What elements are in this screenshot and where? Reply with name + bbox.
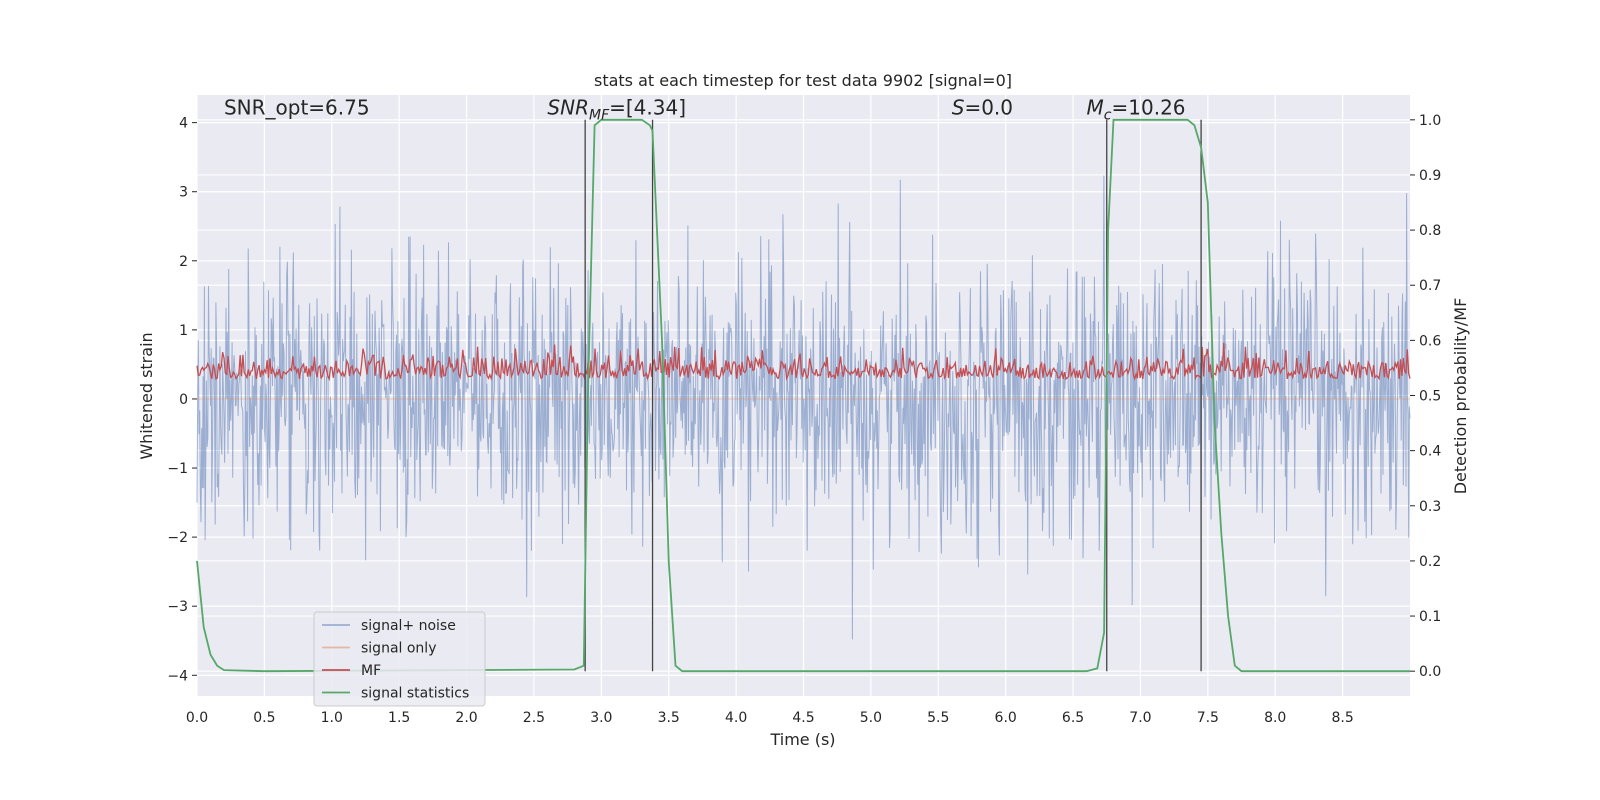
y-tick-label-left: −3 xyxy=(167,599,188,615)
annotation-main: S xyxy=(952,95,965,119)
annotation-text: SNR_opt=6.75 xyxy=(224,95,370,119)
annotation-text: SNRMF=[4.34] xyxy=(547,95,686,123)
legend-label: signal only xyxy=(361,641,436,657)
x-tick-label: 4.5 xyxy=(792,710,814,726)
y-tick-label-left: 1 xyxy=(179,323,188,339)
y-tick-label-right: 0.5 xyxy=(1419,389,1441,405)
x-tick-label: 3.0 xyxy=(590,710,612,726)
annotation-rest: =[4.34] xyxy=(609,95,686,119)
y-tick-label-right: 0.2 xyxy=(1419,554,1441,570)
y-tick-label-right: 1.0 xyxy=(1419,113,1441,129)
y-tick-label-right: 0.1 xyxy=(1419,609,1441,625)
x-tick-label: 3.5 xyxy=(658,710,680,726)
annotation-main: M xyxy=(1087,95,1104,119)
signal-noise-line xyxy=(196,175,1411,640)
x-tick-label: 1.5 xyxy=(388,710,410,726)
y-tick-label-left: −1 xyxy=(167,461,188,477)
y-tick-label-right: 0.7 xyxy=(1419,278,1441,294)
y-tick-label-left: 4 xyxy=(179,116,188,132)
x-tick-label: 7.5 xyxy=(1197,710,1219,726)
y-tick-label-left: −2 xyxy=(167,530,188,546)
annotations: SNR_opt=6.75 SNRMF=[4.34] S=0.0 Mc=10.26 xyxy=(224,95,1186,123)
x-tick-label: 7.0 xyxy=(1129,710,1151,726)
x-tick-label: 4.0 xyxy=(725,710,747,726)
annotation-main: SNR xyxy=(547,95,589,119)
annotation-text: Mc=10.26 xyxy=(1087,95,1186,123)
y-tick-labels-right: 1.0 0.9 0.8 0.7 0.6 0.5 0.4 0.3 0.2 0.1 0.0 xyxy=(1410,113,1441,680)
x-tick-label: 5.0 xyxy=(860,710,882,726)
y-tick-label-left: 2 xyxy=(179,254,188,270)
legend: signal+ noise signal only MF signal statist… xyxy=(313,611,486,707)
x-tick-label: 6.0 xyxy=(995,710,1017,726)
x-tick-label: 8.0 xyxy=(1264,710,1286,726)
x-tick-label: 2.0 xyxy=(455,710,477,726)
y-axis-label-left: Whitened strain xyxy=(137,332,156,459)
legend-box xyxy=(313,611,486,707)
x-tick-label: 0.5 xyxy=(253,710,275,726)
y-tick-label-left: −4 xyxy=(167,668,188,684)
mf-line xyxy=(196,342,1411,382)
x-tick-label: 2.5 xyxy=(523,710,545,726)
mf-series xyxy=(196,342,1411,382)
x-axis-label: Time (s) xyxy=(769,730,835,749)
y-tick-label-right: 0.0 xyxy=(1419,664,1441,680)
y-tick-labels-left: 4 3 2 1 0 −1 −2 −3 −4 xyxy=(167,116,197,684)
legend-label: signal statistics xyxy=(361,686,469,702)
chart-title: stats at each timestep for test data 990… xyxy=(594,71,1012,90)
y-tick-label-left: 3 xyxy=(179,185,188,201)
y-tick-label-right: 0.3 xyxy=(1419,499,1441,515)
annotation-rest: =10.26 xyxy=(1112,95,1186,119)
annotation-rest: =0.0 xyxy=(964,95,1013,119)
y-tick-label-left: 0 xyxy=(179,392,188,408)
legend-label: signal+ noise xyxy=(361,618,456,634)
x-tick-labels: 0.0 0.5 1.0 1.5 2.0 2.5 3.0 3.5 4.0 4.5 5.0 5.5 6.0 6… xyxy=(186,710,1354,726)
y-tick-label-right: 0.6 xyxy=(1419,333,1441,349)
x-tick-label: 5.5 xyxy=(927,710,949,726)
x-tick-label: 8.5 xyxy=(1331,710,1353,726)
signal-noise-series xyxy=(196,175,1411,640)
x-tick-label: 0.0 xyxy=(186,710,208,726)
annotation-sub: MF xyxy=(589,107,610,123)
x-tick-label: 6.5 xyxy=(1062,710,1084,726)
y-tick-label-right: 0.8 xyxy=(1419,223,1441,239)
legend-entries: signal+ noise signal only MF signal statist… xyxy=(322,618,469,702)
y-tick-label-right: 0.9 xyxy=(1419,168,1441,184)
annotation-text: S=0.0 xyxy=(952,95,1013,119)
x-tick-label: 1.0 xyxy=(321,710,343,726)
annotation-sub: c xyxy=(1104,107,1112,123)
y-tick-label-right: 0.4 xyxy=(1419,444,1441,460)
y-axis-label-right: Detection probability/MF xyxy=(1451,298,1470,495)
legend-label: MF xyxy=(361,663,381,679)
